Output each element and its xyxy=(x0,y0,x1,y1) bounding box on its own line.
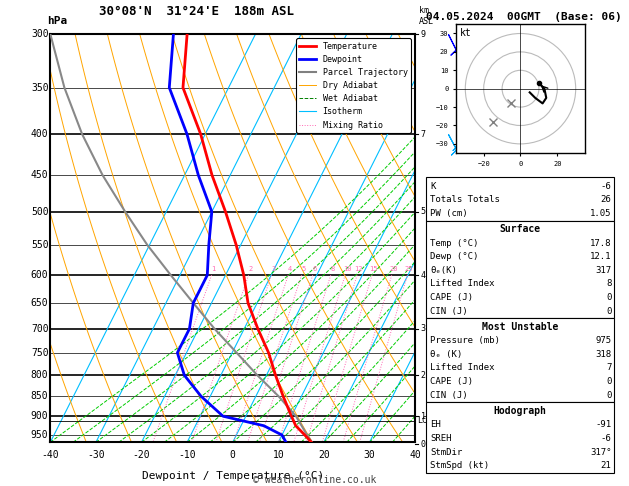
Text: © weatheronline.co.uk: © weatheronline.co.uk xyxy=(253,475,376,485)
Text: 21: 21 xyxy=(601,461,611,470)
Text: 2: 2 xyxy=(248,266,253,272)
Text: CAPE (J): CAPE (J) xyxy=(430,293,473,302)
Text: 0: 0 xyxy=(606,293,611,302)
Text: km
ASL: km ASL xyxy=(419,6,434,26)
Text: 30°08'N  31°24'E  188m ASL: 30°08'N 31°24'E 188m ASL xyxy=(99,5,294,17)
Text: 317°: 317° xyxy=(590,448,611,456)
Text: CIN (J): CIN (J) xyxy=(430,391,468,399)
Text: 30: 30 xyxy=(364,451,376,460)
Text: θₑ(K): θₑ(K) xyxy=(430,266,457,275)
Text: 4.5: 4.5 xyxy=(421,271,436,279)
Text: 6: 6 xyxy=(313,266,317,272)
Text: 8: 8 xyxy=(606,279,611,288)
Text: Most Unstable: Most Unstable xyxy=(482,322,559,332)
Text: 1.05: 1.05 xyxy=(590,209,611,218)
Text: 7: 7 xyxy=(606,364,611,372)
Text: StmDir: StmDir xyxy=(430,448,462,456)
Text: PW (cm): PW (cm) xyxy=(430,209,468,218)
Text: Lifted Index: Lifted Index xyxy=(430,279,495,288)
Text: 0: 0 xyxy=(606,307,611,315)
Text: 40: 40 xyxy=(409,451,421,460)
Text: 04.05.2024  00GMT  (Base: 06): 04.05.2024 00GMT (Base: 06) xyxy=(426,12,622,22)
Text: 8: 8 xyxy=(330,266,335,272)
Text: -91: -91 xyxy=(595,420,611,429)
Text: 0: 0 xyxy=(230,451,236,460)
Text: 850: 850 xyxy=(31,391,48,401)
Text: 950: 950 xyxy=(31,430,48,440)
Text: -20: -20 xyxy=(133,451,150,460)
Text: Pressure (mb): Pressure (mb) xyxy=(430,336,500,345)
Text: 975: 975 xyxy=(595,336,611,345)
Text: SREH: SREH xyxy=(430,434,452,443)
Text: 5.5: 5.5 xyxy=(421,207,436,216)
Text: 750: 750 xyxy=(31,348,48,358)
Text: 26: 26 xyxy=(601,195,611,204)
Text: 15: 15 xyxy=(370,266,378,272)
Text: kt: kt xyxy=(460,28,472,38)
Text: 317: 317 xyxy=(595,266,611,275)
Text: 1: 1 xyxy=(421,412,426,421)
Text: θₑ (K): θₑ (K) xyxy=(430,350,462,359)
Text: 318: 318 xyxy=(595,350,611,359)
Text: -6: -6 xyxy=(601,434,611,443)
Text: 10: 10 xyxy=(343,266,351,272)
Text: 0: 0 xyxy=(606,377,611,386)
Text: Lifted Index: Lifted Index xyxy=(430,364,495,372)
Text: -6: -6 xyxy=(601,182,611,191)
Text: StmSpd (kt): StmSpd (kt) xyxy=(430,461,489,470)
Text: Temp (°C): Temp (°C) xyxy=(430,239,479,247)
Text: 650: 650 xyxy=(31,298,48,308)
Text: Totals Totals: Totals Totals xyxy=(430,195,500,204)
Text: 400: 400 xyxy=(31,129,48,139)
Text: 20: 20 xyxy=(389,266,398,272)
Text: 12: 12 xyxy=(355,266,363,272)
Text: 3: 3 xyxy=(271,266,276,272)
Text: -10: -10 xyxy=(178,451,196,460)
Legend: Temperature, Dewpoint, Parcel Trajectory, Dry Adiabat, Wet Adiabat, Isotherm, Mi: Temperature, Dewpoint, Parcel Trajectory… xyxy=(296,38,411,133)
Text: 450: 450 xyxy=(31,170,48,180)
Text: 4: 4 xyxy=(288,266,292,272)
Text: -40: -40 xyxy=(42,451,59,460)
Text: 20: 20 xyxy=(318,451,330,460)
Text: -30: -30 xyxy=(87,451,105,460)
Text: 300: 300 xyxy=(31,29,48,39)
Text: 350: 350 xyxy=(31,83,48,93)
Text: EH: EH xyxy=(430,420,441,429)
Text: 800: 800 xyxy=(31,370,48,380)
Text: 5: 5 xyxy=(301,266,306,272)
Text: 3: 3 xyxy=(421,324,426,333)
Text: 2: 2 xyxy=(421,371,426,380)
Text: Dewpoint / Temperature (°C): Dewpoint / Temperature (°C) xyxy=(142,471,324,481)
Text: 10: 10 xyxy=(272,451,284,460)
Text: 1: 1 xyxy=(211,266,216,272)
Text: K: K xyxy=(430,182,436,191)
Text: Dewp (°C): Dewp (°C) xyxy=(430,252,479,261)
Text: CIN (J): CIN (J) xyxy=(430,307,468,315)
Text: 900: 900 xyxy=(31,411,48,421)
Text: Mixing Ratio (g/kg): Mixing Ratio (g/kg) xyxy=(444,191,454,286)
Text: 700: 700 xyxy=(31,324,48,334)
Text: 12.1: 12.1 xyxy=(590,252,611,261)
Text: 7: 7 xyxy=(421,130,426,139)
Text: 550: 550 xyxy=(31,240,48,250)
Text: 0: 0 xyxy=(606,391,611,399)
Text: 25: 25 xyxy=(405,266,413,272)
Text: LCL: LCL xyxy=(417,417,432,425)
Text: hPa: hPa xyxy=(47,16,67,26)
Text: Surface: Surface xyxy=(499,225,541,234)
Text: 9: 9 xyxy=(421,30,426,38)
Text: 600: 600 xyxy=(31,270,48,280)
Text: 17.8: 17.8 xyxy=(590,239,611,247)
Text: 500: 500 xyxy=(31,207,48,217)
Text: CAPE (J): CAPE (J) xyxy=(430,377,473,386)
Text: 0.2: 0.2 xyxy=(421,439,436,449)
Text: Hodograph: Hodograph xyxy=(494,406,547,416)
